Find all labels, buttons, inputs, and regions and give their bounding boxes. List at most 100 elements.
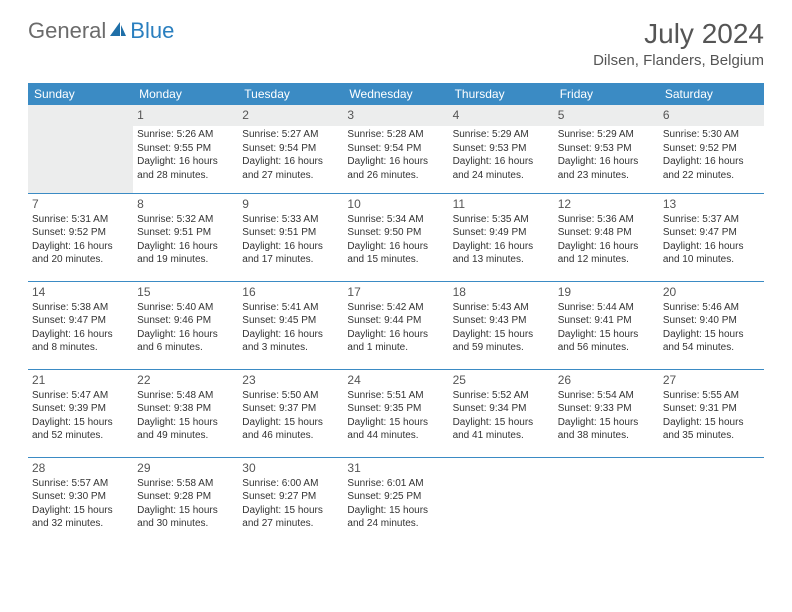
sunrise-line: Sunrise: 5:41 AM	[242, 302, 318, 313]
calendar-cell	[28, 105, 133, 193]
sunset-line: Sunset: 9:49 PM	[453, 227, 527, 238]
sunset-line: Sunset: 9:46 PM	[137, 315, 211, 326]
day-details: Sunrise: 5:42 AMSunset: 9:44 PMDaylight:…	[347, 301, 444, 355]
sunset-line: Sunset: 9:52 PM	[32, 227, 106, 238]
daylight-line: Daylight: 15 hours and 54 minutes.	[663, 329, 744, 354]
day-number: 25	[453, 372, 550, 388]
sunrise-line: Sunrise: 5:28 AM	[347, 129, 423, 140]
calendar-cell: 1 Sunrise: 5:26 AMSunset: 9:55 PMDaylight…	[133, 105, 238, 193]
day-details: Sunrise: 5:26 AMSunset: 9:55 PMDaylight:…	[137, 128, 234, 182]
sunrise-line: Sunrise: 5:26 AM	[137, 129, 213, 140]
day-number: 31	[347, 460, 444, 476]
location: Dilsen, Flanders, Belgium	[593, 52, 764, 69]
sunrise-line: Sunrise: 5:34 AM	[347, 214, 423, 225]
sunrise-line: Sunrise: 6:01 AM	[347, 478, 423, 489]
daylight-line: Daylight: 16 hours and 19 minutes.	[137, 241, 218, 266]
day-number: 15	[137, 284, 234, 300]
calendar-cell: 27Sunrise: 5:55 AMSunset: 9:31 PMDayligh…	[659, 369, 764, 457]
sunset-line: Sunset: 9:25 PM	[347, 491, 421, 502]
weekday-header: Thursday	[449, 83, 554, 105]
day-number: 27	[663, 372, 760, 388]
sunrise-line: Sunrise: 5:54 AM	[558, 390, 634, 401]
daylight-line: Daylight: 15 hours and 41 minutes.	[453, 417, 534, 442]
calendar-table: Sunday Monday Tuesday Wednesday Thursday…	[28, 83, 764, 545]
daylight-line: Daylight: 15 hours and 44 minutes.	[347, 417, 428, 442]
sunrise-line: Sunrise: 5:50 AM	[242, 390, 318, 401]
sunset-line: Sunset: 9:51 PM	[242, 227, 316, 238]
logo-sail-icon	[108, 18, 128, 44]
calendar-cell: 26Sunrise: 5:54 AMSunset: 9:33 PMDayligh…	[554, 369, 659, 457]
header: General Blue July 2024 Dilsen, Flanders,…	[28, 18, 764, 69]
daylight-line: Daylight: 16 hours and 10 minutes.	[663, 241, 744, 266]
calendar-row: 1 Sunrise: 5:26 AMSunset: 9:55 PMDaylight…	[28, 105, 764, 193]
daylight-line: Daylight: 16 hours and 13 minutes.	[453, 241, 534, 266]
calendar-cell: 20Sunrise: 5:46 AMSunset: 9:40 PMDayligh…	[659, 281, 764, 369]
day-details: Sunrise: 5:40 AMSunset: 9:46 PMDaylight:…	[137, 301, 234, 355]
sunrise-line: Sunrise: 6:00 AM	[242, 478, 318, 489]
sunset-line: Sunset: 9:31 PM	[663, 403, 737, 414]
sunrise-line: Sunrise: 5:58 AM	[137, 478, 213, 489]
day-details: Sunrise: 5:51 AMSunset: 9:35 PMDaylight:…	[347, 389, 444, 443]
daylight-line: Daylight: 15 hours and 52 minutes.	[32, 417, 113, 442]
logo: General Blue	[28, 18, 174, 44]
calendar-cell: 5Sunrise: 5:29 AMSunset: 9:53 PMDaylight…	[554, 105, 659, 193]
weekday-header-row: Sunday Monday Tuesday Wednesday Thursday…	[28, 83, 764, 105]
sunset-line: Sunset: 9:53 PM	[453, 143, 527, 154]
weekday-header: Tuesday	[238, 83, 343, 105]
day-details: Sunrise: 5:27 AMSunset: 9:54 PMDaylight:…	[242, 128, 339, 182]
day-number: 2	[242, 107, 339, 123]
daylight-line: Daylight: 16 hours and 27 minutes.	[242, 156, 323, 181]
sunset-line: Sunset: 9:48 PM	[558, 227, 632, 238]
weekday-header: Monday	[133, 83, 238, 105]
calendar-row: 21Sunrise: 5:47 AMSunset: 9:39 PMDayligh…	[28, 369, 764, 457]
daylight-line: Daylight: 16 hours and 8 minutes.	[32, 329, 113, 354]
day-details: Sunrise: 5:37 AM Sunset: 9:47 PM Daylight:…	[663, 213, 760, 267]
sunset-line: Sunset: 9:45 PM	[242, 315, 316, 326]
calendar-cell: 24Sunrise: 5:51 AMSunset: 9:35 PMDayligh…	[343, 369, 448, 457]
day-details: Sunrise: 5:44 AMSunset: 9:41 PMDaylight:…	[558, 301, 655, 355]
day-number: 9	[242, 196, 339, 212]
sunrise-line: Sunrise: 5:37 AM	[663, 214, 739, 225]
calendar-cell: 9Sunrise: 5:33 AMSunset: 9:51 PMDaylight…	[238, 193, 343, 281]
logo-text-blue: Blue	[130, 18, 174, 44]
day-number: 10	[347, 196, 444, 212]
calendar-cell: 12Sunrise: 5:36 AMSunset: 9:48 PMDayligh…	[554, 193, 659, 281]
day-number: 11	[453, 196, 550, 212]
calendar-cell: 2 Sunrise: 5:27 AMSunset: 9:54 PMDaylight…	[238, 105, 343, 193]
daylight-line: Daylight: 15 hours and 56 minutes.	[558, 329, 639, 354]
daylight-line: Daylight: 16 hours and 12 minutes.	[558, 241, 639, 266]
day-number: 30	[242, 460, 339, 476]
sunset-line: Sunset: 9:47 PM	[663, 227, 737, 238]
calendar-cell: 11Sunrise: 5:35 AMSunset: 9:49 PMDayligh…	[449, 193, 554, 281]
calendar-cell: 10Sunrise: 5:34 AMSunset: 9:50 PMDayligh…	[343, 193, 448, 281]
sunset-line: Sunset: 9:38 PM	[137, 403, 211, 414]
day-details: Sunrise: 5:52 AMSunset: 9:34 PMDaylight:…	[453, 389, 550, 443]
day-number: 23	[242, 372, 339, 388]
weekday-header: Saturday	[659, 83, 764, 105]
daylight-line: Daylight: 15 hours and 59 minutes.	[453, 329, 534, 354]
day-details: Sunrise: 5:50 AMSunset: 9:37 PMDaylight:…	[242, 389, 339, 443]
day-number: 8	[137, 196, 234, 212]
calendar-cell: 4Sunrise: 5:29 AMSunset: 9:53 PMDaylight…	[449, 105, 554, 193]
sunset-line: Sunset: 9:37 PM	[242, 403, 316, 414]
day-details: Sunrise: 5:29 AMSunset: 9:53 PMDaylight:…	[558, 128, 655, 182]
sunrise-line: Sunrise: 5:42 AM	[347, 302, 423, 313]
sunset-line: Sunset: 9:27 PM	[242, 491, 316, 502]
calendar-cell: 6Sunrise: 5:30 AMSunset: 9:52 PMDaylight…	[659, 105, 764, 193]
calendar-cell: 23Sunrise: 5:50 AMSunset: 9:37 PMDayligh…	[238, 369, 343, 457]
day-number: 1	[137, 107, 234, 123]
daylight-line: Daylight: 16 hours and 23 minutes.	[558, 156, 639, 181]
sunrise-line: Sunrise: 5:27 AM	[242, 129, 318, 140]
calendar-cell: 13Sunrise: 5:37 AMSunset: 9:47 PMDayligh…	[659, 193, 764, 281]
weekday-header: Sunday	[28, 83, 133, 105]
daylight-line: Daylight: 16 hours and 15 minutes.	[347, 241, 428, 266]
sunrise-line: Sunrise: 5:52 AM	[453, 390, 529, 401]
calendar-cell: 19Sunrise: 5:44 AMSunset: 9:41 PMDayligh…	[554, 281, 659, 369]
calendar-cell: 16Sunrise: 5:41 AMSunset: 9:45 PMDayligh…	[238, 281, 343, 369]
sunset-line: Sunset: 9:44 PM	[347, 315, 421, 326]
day-details: Sunrise: 5:47 AMSunset: 9:39 PMDaylight:…	[32, 389, 129, 443]
daylight-line: Daylight: 16 hours and 6 minutes.	[137, 329, 218, 354]
day-details: Sunrise: 5:54 AMSunset: 9:33 PMDaylight:…	[558, 389, 655, 443]
sunset-line: Sunset: 9:54 PM	[347, 143, 421, 154]
daylight-line: Daylight: 15 hours and 49 minutes.	[137, 417, 218, 442]
